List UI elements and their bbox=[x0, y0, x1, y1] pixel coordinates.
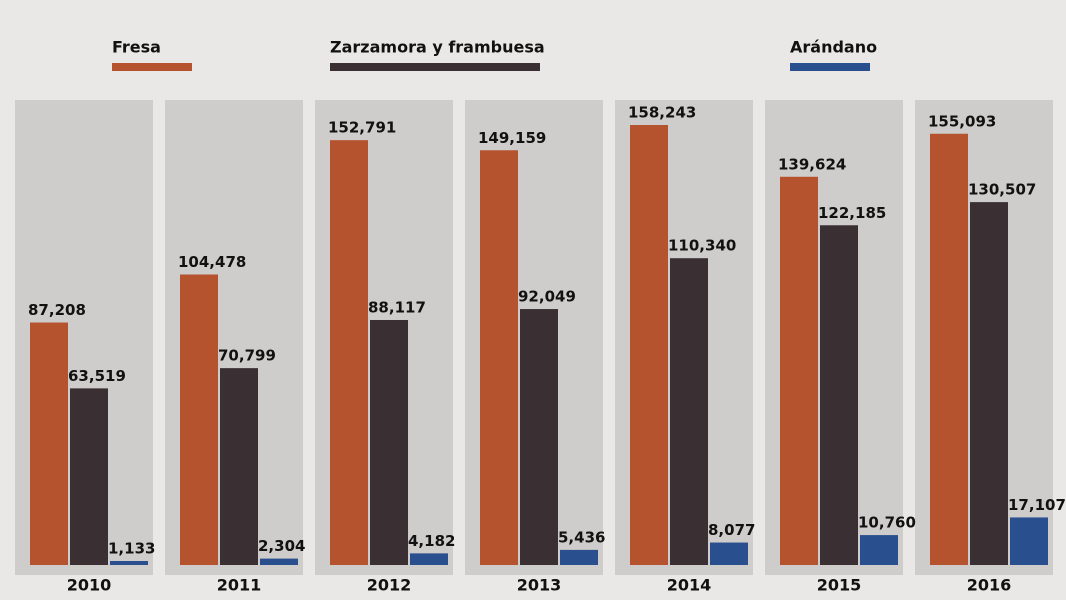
x-tick-label: 2015 bbox=[817, 576, 862, 595]
bar bbox=[1010, 517, 1048, 565]
value-label: 110,340 bbox=[668, 237, 736, 255]
bar bbox=[630, 125, 668, 565]
bar bbox=[70, 388, 108, 565]
x-tick-label: 2010 bbox=[67, 576, 112, 595]
value-label: 158,243 bbox=[628, 104, 696, 122]
bar bbox=[820, 225, 858, 565]
value-label: 17,107 bbox=[1008, 496, 1066, 514]
x-tick-label: 2012 bbox=[367, 576, 412, 595]
bar bbox=[110, 561, 148, 565]
x-tick-label: 2013 bbox=[517, 576, 562, 595]
bar bbox=[930, 134, 968, 565]
value-label: 70,799 bbox=[218, 347, 276, 365]
legend-swatch bbox=[330, 63, 540, 71]
bar bbox=[860, 535, 898, 565]
value-label: 155,093 bbox=[928, 112, 996, 130]
value-label: 2,304 bbox=[258, 537, 305, 555]
value-label: 10,760 bbox=[858, 514, 916, 532]
value-label: 5,436 bbox=[558, 528, 605, 546]
legend-label: Arándano bbox=[790, 38, 877, 57]
bar bbox=[670, 258, 708, 565]
value-label: 92,049 bbox=[518, 288, 576, 306]
bar bbox=[520, 309, 558, 565]
bar bbox=[710, 543, 748, 565]
x-tick-label: 2014 bbox=[667, 576, 712, 595]
legend-label: Zarzamora y frambuesa bbox=[330, 38, 545, 57]
legend-swatch bbox=[790, 63, 870, 71]
value-label: 104,478 bbox=[178, 253, 246, 271]
legend-label: Fresa bbox=[112, 38, 161, 57]
value-label: 1,133 bbox=[108, 540, 155, 558]
chart: 87,208 63,519 1,133 2010 104,478 70,799 2,304 2… bbox=[0, 0, 1066, 600]
page: {"chart_data": {"type": "bar", "categori… bbox=[0, 0, 1066, 600]
value-label: 87,208 bbox=[28, 301, 86, 319]
bar bbox=[30, 323, 68, 565]
value-label: 63,519 bbox=[68, 367, 126, 385]
value-label: 152,791 bbox=[328, 119, 396, 137]
bar bbox=[410, 553, 448, 565]
value-label: 88,117 bbox=[368, 298, 426, 316]
legend-swatch bbox=[112, 63, 192, 71]
bar bbox=[370, 320, 408, 565]
bar bbox=[780, 177, 818, 565]
bar bbox=[970, 202, 1008, 565]
x-tick-label: 2016 bbox=[967, 576, 1012, 595]
bar bbox=[220, 368, 258, 565]
bar bbox=[180, 274, 218, 565]
x-tick-label: 2011 bbox=[217, 576, 262, 595]
bar bbox=[560, 550, 598, 565]
value-label: 149,159 bbox=[478, 129, 546, 147]
value-label: 4,182 bbox=[408, 532, 455, 550]
value-label: 139,624 bbox=[778, 155, 846, 173]
bar bbox=[330, 140, 368, 565]
value-label: 122,185 bbox=[818, 204, 886, 222]
bar bbox=[260, 559, 298, 565]
value-label: 130,507 bbox=[968, 181, 1036, 199]
bar bbox=[480, 150, 518, 565]
value-label: 8,077 bbox=[708, 521, 755, 539]
